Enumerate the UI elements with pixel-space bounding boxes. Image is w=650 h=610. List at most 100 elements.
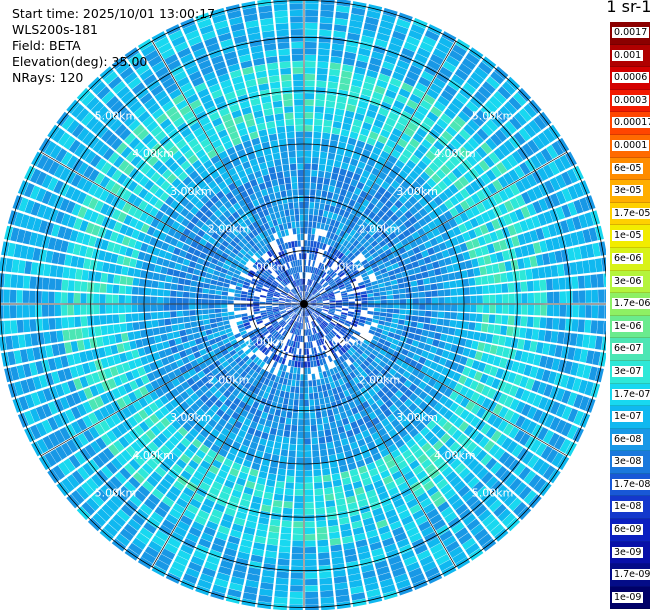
ppi-gate-cell bbox=[362, 82, 375, 91]
ppi-gate-cell bbox=[333, 160, 342, 168]
ppi-gate-cell bbox=[435, 348, 444, 357]
ppi-gate-cell bbox=[420, 497, 432, 509]
ppi-gate-cell bbox=[63, 135, 76, 150]
ppi-gate-cell bbox=[406, 298, 413, 304]
ppi-gate-cell bbox=[577, 275, 585, 289]
ppi-gate-cell bbox=[447, 516, 461, 529]
ppi-gate-cell bbox=[128, 119, 141, 132]
ppi-gate-cell bbox=[184, 448, 195, 459]
ppi-gate-cell bbox=[237, 279, 245, 284]
ppi-gate-cell bbox=[223, 210, 232, 219]
ppi-gate-cell bbox=[369, 326, 377, 332]
ppi-gate-cell bbox=[338, 517, 350, 525]
ppi-gate-cell bbox=[119, 528, 134, 542]
ppi-gate-cell bbox=[259, 301, 266, 304]
ppi-gate-cell bbox=[119, 128, 132, 141]
ppi-gate-cell bbox=[311, 321, 316, 328]
ppi-gate-cell bbox=[36, 390, 47, 404]
ppi-gate-cell bbox=[481, 385, 491, 397]
ppi-gate-cell bbox=[479, 332, 487, 342]
ppi-gate-cell bbox=[438, 341, 446, 349]
ppi-gate-cell bbox=[70, 406, 82, 420]
ppi-gate-cell bbox=[313, 215, 318, 222]
ppi-gate-cell bbox=[449, 120, 462, 133]
ppi-gate-cell bbox=[366, 462, 377, 471]
ppi-gate-cell bbox=[399, 309, 406, 315]
ppi-gate-cell bbox=[308, 253, 312, 260]
ppi-gate-cell bbox=[139, 421, 150, 433]
ppi-gate-cell bbox=[275, 314, 282, 319]
ppi-gate-cell bbox=[233, 364, 241, 372]
ppi-gate-cell bbox=[418, 401, 428, 411]
ppi-gate-cell bbox=[362, 415, 371, 424]
ppi-gate-cell bbox=[370, 339, 378, 346]
ppi-gate-cell bbox=[77, 466, 90, 481]
ppi-gate-cell bbox=[489, 231, 499, 242]
ppi-gate-cell bbox=[401, 47, 415, 58]
ppi-gate-cell bbox=[110, 100, 124, 114]
ppi-gate-cell bbox=[146, 138, 158, 150]
ppi-gate-cell bbox=[375, 201, 384, 210]
ppi-gate-cell bbox=[305, 310, 308, 317]
ppi-gate-cell bbox=[454, 394, 465, 405]
ppi-gate-cell bbox=[336, 259, 343, 266]
ppi-gate-cell bbox=[492, 403, 503, 416]
ppi-gate-cell bbox=[304, 406, 310, 413]
ppi-gate-cell bbox=[218, 394, 228, 403]
ppi-gate-cell bbox=[150, 296, 157, 304]
ppi-gate-cell bbox=[285, 306, 292, 308]
ppi-gate-cell bbox=[477, 362, 487, 372]
ppi-gate-cell bbox=[141, 133, 154, 145]
ppi-gate-cell bbox=[292, 412, 298, 419]
ppi-gate-cell bbox=[347, 213, 355, 221]
ppi-gate-cell bbox=[449, 475, 462, 488]
ppi-gate-cell bbox=[195, 449, 206, 459]
ppi-gate-cell bbox=[317, 215, 323, 223]
ppi-gate-cell bbox=[329, 232, 335, 240]
ppi-gate-cell bbox=[520, 316, 528, 327]
ppi-gate-cell bbox=[342, 297, 349, 300]
ppi-gate-cell bbox=[157, 164, 168, 175]
ppi-gate-cell bbox=[262, 237, 269, 245]
ppi-gate-cell bbox=[315, 283, 320, 289]
ppi-gate-cell bbox=[196, 243, 204, 252]
ppi-gate-cell bbox=[375, 113, 387, 123]
ppi-gate-cell bbox=[119, 285, 126, 294]
ppi-gate-cell bbox=[380, 295, 387, 300]
ppi-gate-cell bbox=[169, 297, 177, 304]
ppi-gate-cell bbox=[281, 357, 286, 365]
ppi-gate-cell bbox=[276, 403, 283, 410]
ppi-gate-cell bbox=[365, 16, 379, 26]
ppi-gate-cell bbox=[253, 213, 261, 221]
ppi-gate-cell bbox=[24, 199, 35, 214]
ppi-gate-cell bbox=[245, 242, 253, 250]
ppi-gate-cell bbox=[374, 38, 388, 48]
ppi-gate-cell bbox=[340, 254, 347, 261]
ppi-gate-cell bbox=[579, 245, 588, 259]
ppi-gate-cell bbox=[514, 112, 527, 126]
ppi-gate-cell bbox=[4, 273, 12, 288]
ppi-gate-cell bbox=[327, 253, 333, 260]
ppi-gate-cell bbox=[325, 198, 332, 205]
ppi-gate-cell bbox=[423, 277, 430, 285]
ppi-gate-cell bbox=[336, 323, 343, 329]
ppi-gate-cell bbox=[489, 294, 496, 304]
ppi-gate-cell bbox=[141, 337, 150, 347]
ppi-gate-cell bbox=[243, 404, 252, 412]
ppi-gate-cell bbox=[217, 525, 230, 535]
ppi-gate-cell bbox=[100, 272, 108, 283]
ppi-gate-cell bbox=[399, 385, 408, 394]
ppi-gate-cell bbox=[277, 285, 284, 290]
ppi-gate-cell bbox=[304, 399, 309, 407]
ppi-gate-cell bbox=[304, 240, 308, 247]
ppi-gate-cell bbox=[346, 170, 354, 179]
ppi-gate-cell bbox=[361, 304, 368, 308]
ppi-gate-cell bbox=[408, 567, 423, 579]
ppi-gate-cell bbox=[416, 127, 428, 138]
ppi-gate-cell bbox=[61, 292, 68, 304]
ppi-gate-cell bbox=[206, 372, 215, 380]
ppi-gate-cell bbox=[229, 529, 242, 539]
ppi-gate-cell bbox=[247, 295, 254, 299]
ppi-gate-cell bbox=[184, 362, 193, 371]
ppi-gate-cell bbox=[337, 425, 345, 434]
